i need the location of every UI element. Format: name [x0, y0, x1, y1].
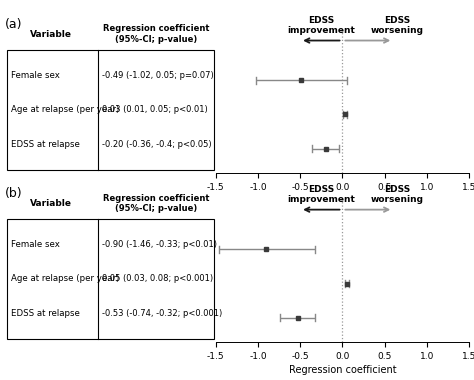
Text: EDSS at relapse: EDSS at relapse — [11, 309, 80, 318]
Text: EDSS
worsening: EDSS worsening — [371, 16, 424, 35]
Text: EDSS
worsening: EDSS worsening — [371, 185, 424, 204]
Text: -0.49 (-1.02, 0.05; p=0.07): -0.49 (-1.02, 0.05; p=0.07) — [102, 71, 213, 80]
Text: 0.03 (0.01, 0.05; p<0.01): 0.03 (0.01, 0.05; p<0.01) — [102, 105, 208, 114]
Text: Female sex: Female sex — [11, 71, 60, 80]
Text: Regression coefficient
(95%-CI; p-value): Regression coefficient (95%-CI; p-value) — [103, 193, 210, 213]
X-axis label: Regression coefficient: Regression coefficient — [289, 365, 396, 375]
Text: 0.05 (0.03, 0.08; p<0.001): 0.05 (0.03, 0.08; p<0.001) — [102, 274, 213, 283]
Text: EDSS
improvement: EDSS improvement — [287, 185, 356, 204]
Text: Regression coefficient
(95%-CI; p-value): Regression coefficient (95%-CI; p-value) — [103, 24, 210, 44]
Text: Age at relapse (per year): Age at relapse (per year) — [11, 274, 119, 283]
Text: -0.90 (-1.46, -0.33; p<0.01): -0.90 (-1.46, -0.33; p<0.01) — [102, 240, 217, 249]
Text: EDSS
improvement: EDSS improvement — [287, 16, 356, 35]
Text: EDSS at relapse: EDSS at relapse — [11, 140, 80, 149]
Text: -0.20 (-0.36, -0.4; p<0.05): -0.20 (-0.36, -0.4; p<0.05) — [102, 140, 211, 149]
Text: Female sex: Female sex — [11, 240, 60, 249]
Text: -0.53 (-0.74, -0.32; p<0.001): -0.53 (-0.74, -0.32; p<0.001) — [102, 309, 222, 318]
Text: (a): (a) — [5, 18, 22, 32]
Text: Variable: Variable — [30, 30, 72, 39]
Text: Variable: Variable — [30, 199, 72, 208]
Text: Age at relapse (per year): Age at relapse (per year) — [11, 105, 119, 114]
Text: (b): (b) — [5, 187, 22, 201]
